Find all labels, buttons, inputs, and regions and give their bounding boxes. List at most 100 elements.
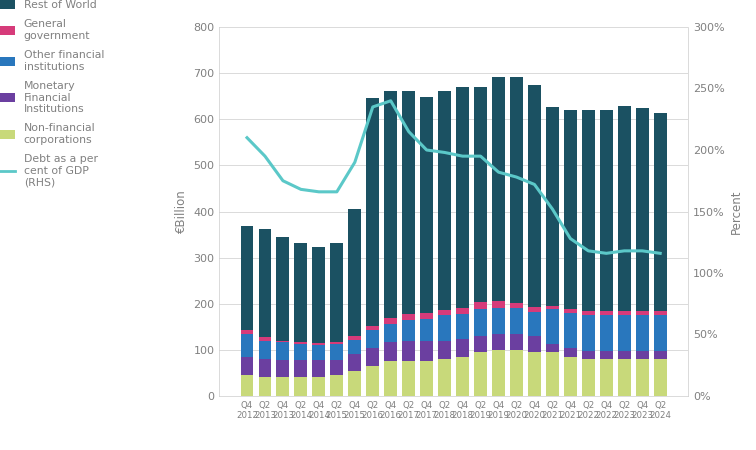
Bar [528, 352, 541, 396]
Bar [492, 350, 505, 396]
Bar [367, 366, 380, 396]
Bar [330, 344, 343, 360]
Bar [474, 87, 487, 302]
Bar [492, 77, 505, 301]
Bar [564, 357, 577, 396]
Bar [546, 344, 559, 352]
Bar [582, 315, 595, 351]
Bar [636, 315, 649, 351]
Bar [384, 361, 397, 396]
Bar [474, 309, 487, 336]
Bar [402, 320, 415, 341]
Bar [564, 111, 577, 309]
Bar [312, 360, 325, 377]
Bar [528, 306, 541, 312]
Bar [259, 359, 271, 377]
Bar [546, 107, 559, 306]
Bar [330, 243, 343, 342]
Bar [259, 377, 271, 396]
Bar [277, 360, 290, 377]
Bar [312, 343, 325, 345]
Bar [654, 311, 667, 315]
Bar [654, 351, 667, 359]
Bar [438, 315, 451, 341]
Bar [474, 352, 487, 396]
Bar [367, 326, 380, 330]
Bar [259, 341, 271, 359]
Bar [582, 111, 595, 311]
Bar [294, 344, 308, 360]
Bar [618, 359, 631, 396]
Bar [492, 308, 505, 334]
Bar [420, 341, 433, 361]
Bar [402, 361, 415, 396]
Bar [367, 330, 380, 347]
Bar [546, 309, 559, 344]
Bar [564, 309, 577, 312]
Bar [330, 375, 343, 396]
Bar [600, 359, 613, 396]
Bar [349, 340, 361, 355]
Bar [474, 302, 487, 309]
Bar [420, 313, 433, 319]
Bar [582, 351, 595, 359]
Bar [240, 226, 253, 330]
Bar [582, 311, 595, 315]
Bar [600, 351, 613, 359]
Bar [528, 336, 541, 352]
Bar [240, 334, 253, 357]
Bar [420, 97, 433, 313]
Bar [546, 352, 559, 396]
Bar [510, 303, 523, 308]
Bar [438, 310, 451, 315]
Bar [618, 351, 631, 359]
Bar [312, 377, 325, 396]
Bar [277, 377, 290, 396]
Bar [402, 90, 415, 315]
Bar [349, 336, 361, 340]
Bar [438, 359, 451, 396]
Bar [618, 106, 631, 311]
Bar [330, 360, 343, 375]
Bar [402, 341, 415, 361]
Bar [456, 339, 469, 357]
Bar [600, 311, 613, 315]
Bar [492, 334, 505, 350]
Bar [564, 312, 577, 348]
Bar [349, 355, 361, 371]
Bar [528, 85, 541, 306]
Bar [240, 330, 253, 334]
Bar [312, 247, 325, 343]
Bar [420, 319, 433, 341]
Bar [456, 357, 469, 396]
Bar [294, 360, 308, 377]
Bar [636, 359, 649, 396]
Bar [510, 350, 523, 396]
Bar [546, 306, 559, 309]
Bar [582, 359, 595, 396]
Bar [492, 301, 505, 308]
Bar [438, 90, 451, 310]
Bar [312, 345, 325, 360]
Bar [420, 361, 433, 396]
Bar [259, 229, 271, 337]
Bar [402, 315, 415, 320]
Y-axis label: €Billion: €Billion [175, 189, 187, 234]
Bar [438, 341, 451, 359]
Bar [367, 347, 380, 366]
Bar [456, 314, 469, 339]
Bar [510, 334, 523, 350]
Bar [618, 315, 631, 351]
Bar [618, 311, 631, 315]
Bar [654, 113, 667, 311]
Bar [528, 312, 541, 336]
Bar [349, 209, 361, 336]
Bar [240, 375, 253, 396]
Y-axis label: Percent: Percent [730, 189, 743, 234]
Bar [384, 91, 397, 318]
Bar [456, 308, 469, 314]
Bar [654, 315, 667, 351]
Bar [456, 87, 469, 308]
Bar [636, 108, 649, 311]
Bar [474, 336, 487, 352]
